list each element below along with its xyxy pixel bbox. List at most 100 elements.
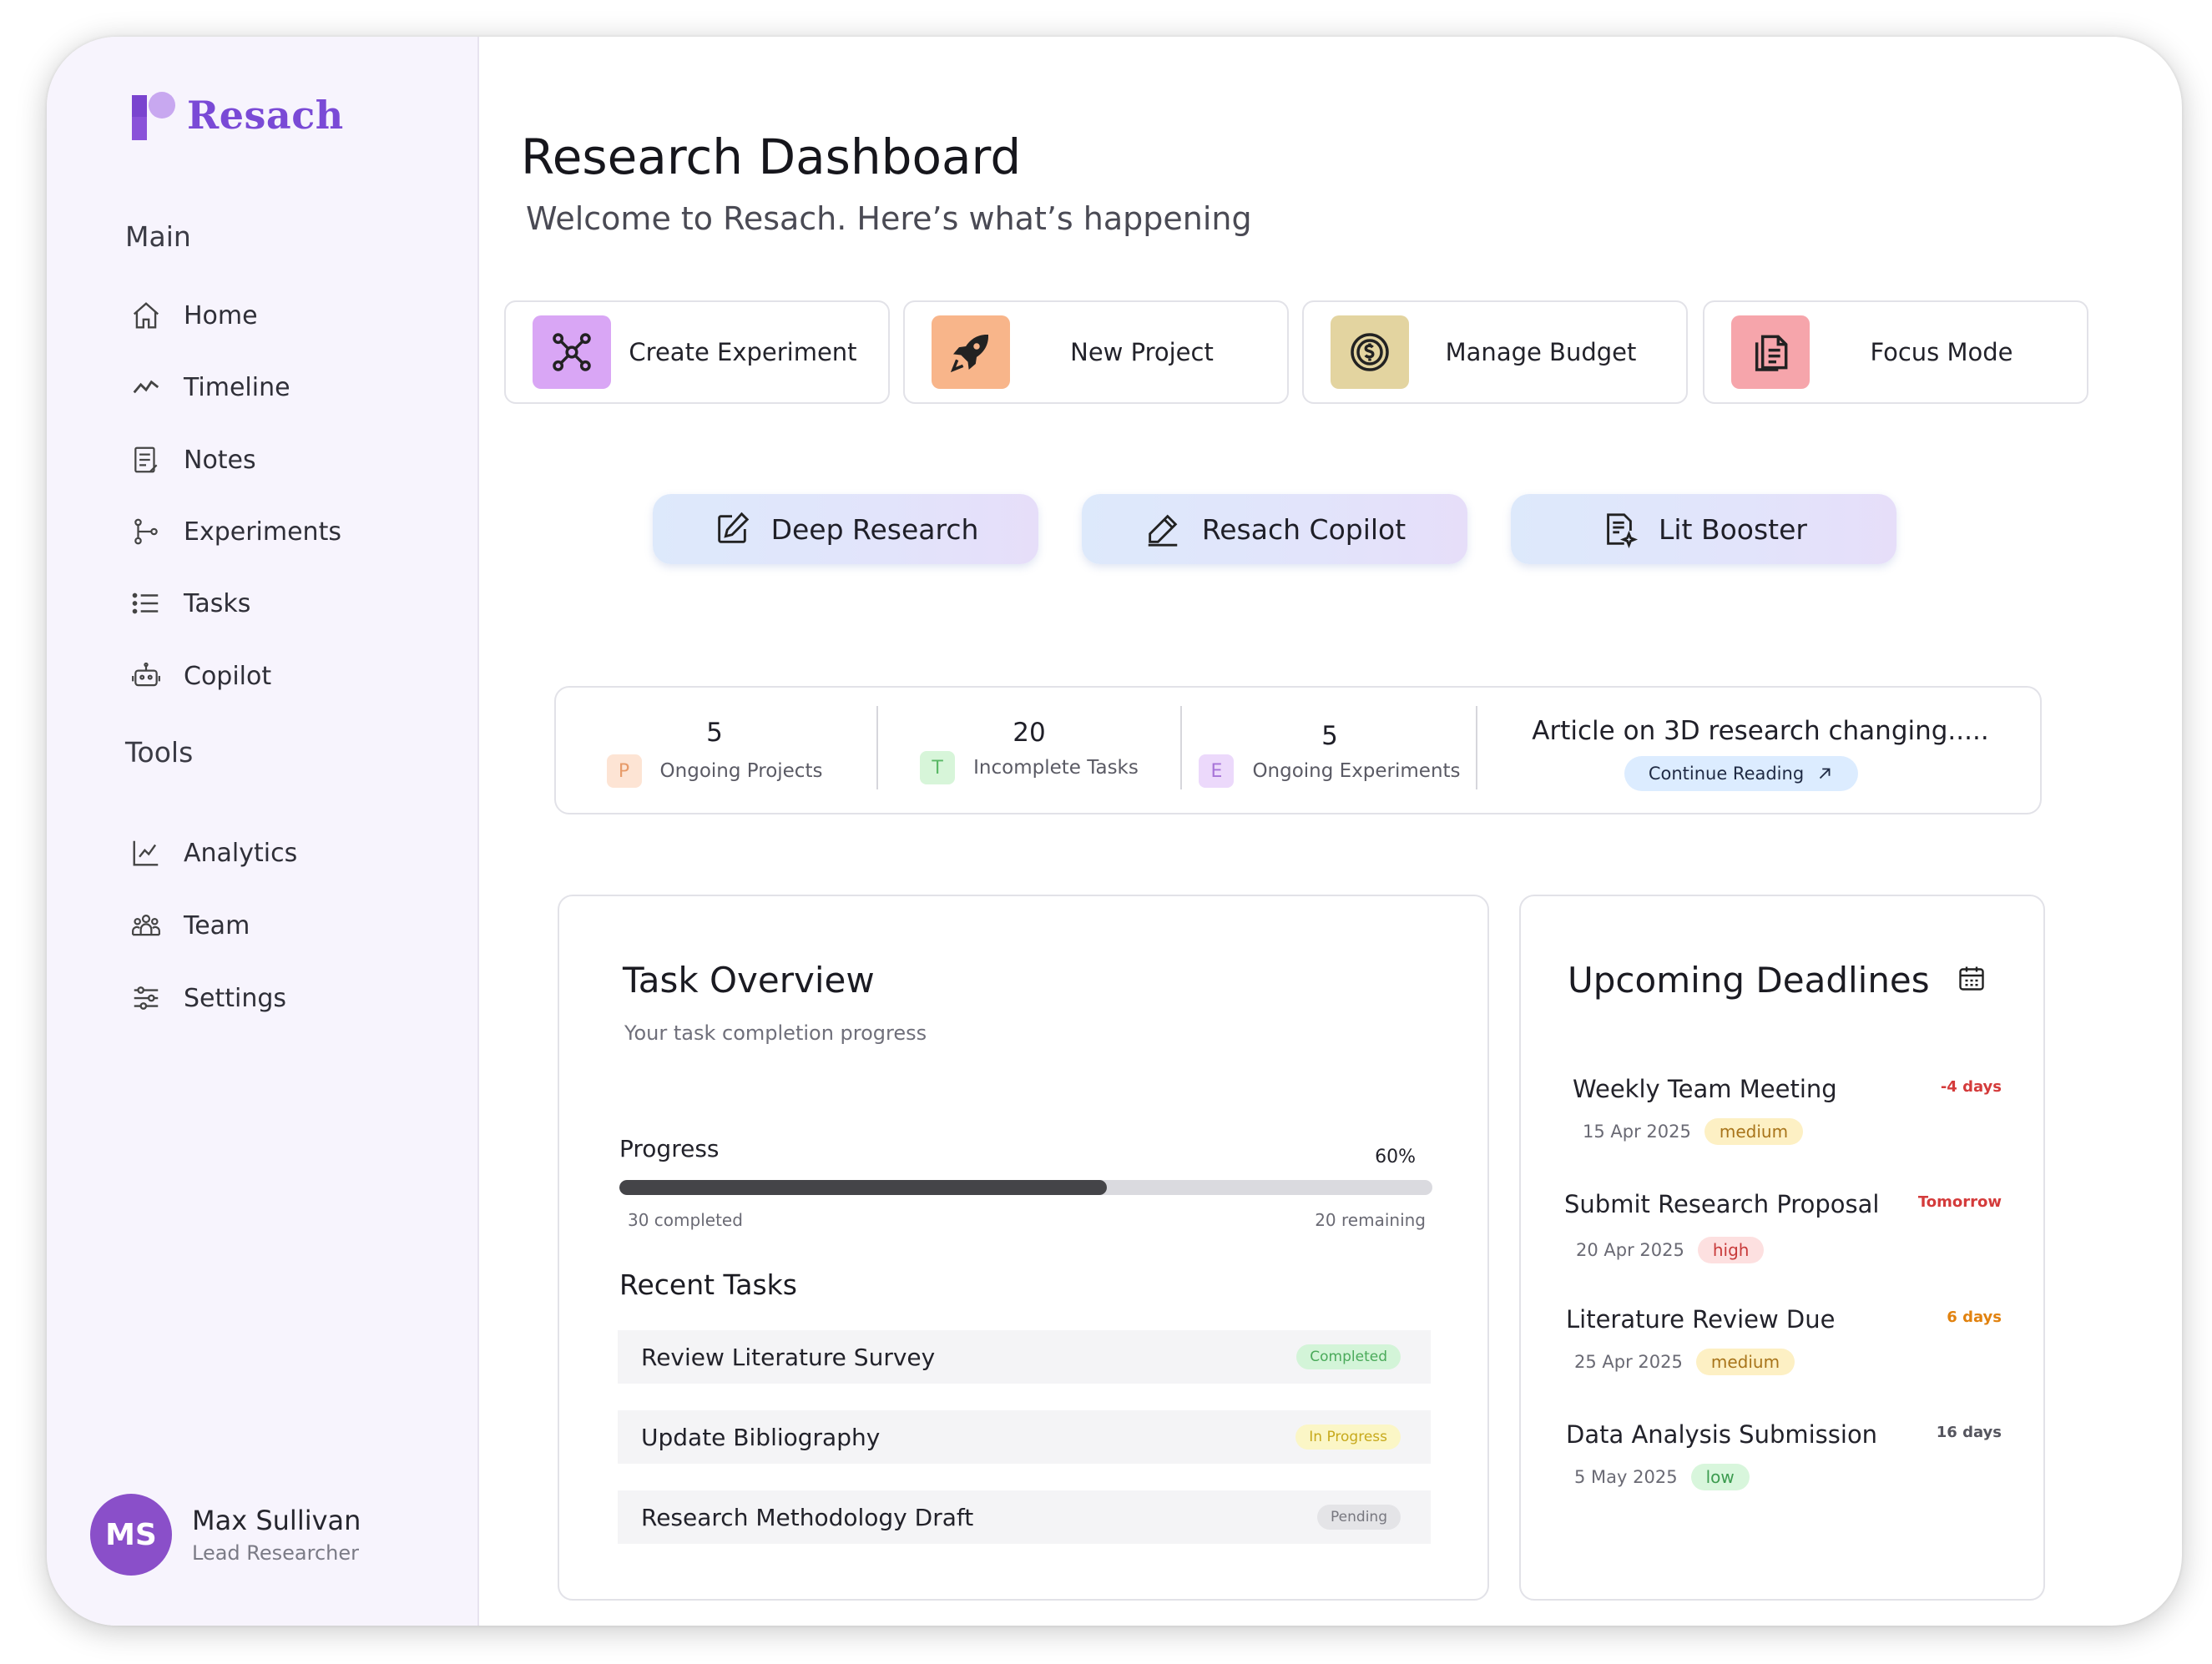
rocket-icon: [932, 315, 1010, 389]
task-name: Review Literature Survey: [641, 1343, 936, 1371]
deadline-date: 25 Apr 2025: [1574, 1352, 1683, 1372]
deadline-name: Literature Review Due: [1566, 1305, 1836, 1334]
stat-label: Ongoing Experiments: [1252, 760, 1461, 782]
page-subtitle: Welcome to Resach. Here’s what’s happeni…: [526, 200, 1252, 237]
manage-budget-button[interactable]: Manage Budget: [1302, 300, 1688, 404]
divider: [1476, 706, 1477, 789]
status-badge: In Progress: [1295, 1424, 1401, 1450]
tool-label: Lit Booster: [1658, 512, 1807, 546]
sidebar-item-experiments[interactable]: Experiments: [129, 508, 341, 555]
deadline-date: 15 Apr 2025: [1583, 1122, 1691, 1142]
sidebar-item-tasks[interactable]: Tasks: [129, 580, 250, 627]
priority-badge: high: [1697, 1237, 1765, 1263]
task-row[interactable]: Research Methodology Draft Pending: [618, 1490, 1431, 1544]
deadline-countdown: Tomorrow: [1917, 1193, 2002, 1211]
deadline-name: Weekly Team Meeting: [1573, 1075, 1837, 1103]
document-icon: [1731, 315, 1810, 389]
avatar: MS: [90, 1494, 172, 1576]
task-row[interactable]: Review Literature Survey Completed: [618, 1330, 1431, 1384]
sidebar-item-copilot[interactable]: Copilot: [129, 653, 271, 699]
notes-icon: [129, 442, 164, 477]
home-icon: [129, 298, 164, 333]
status-badge: Pending: [1317, 1505, 1401, 1530]
sidebar-item-team[interactable]: Team: [129, 902, 250, 949]
trend-icon: [129, 370, 164, 405]
priority-badge: medium: [1704, 1118, 1804, 1145]
brand-logo[interactable]: Resach: [132, 90, 344, 140]
stat-badge: T: [920, 751, 956, 784]
lit-booster-button[interactable]: Lit Booster: [1511, 494, 1896, 564]
deadline-name: Data Analysis Submission: [1566, 1420, 1878, 1449]
progress-bar: [619, 1180, 1432, 1195]
task-name: Update Bibliography: [641, 1423, 881, 1451]
edit-icon: [717, 512, 749, 543]
sidebar-item-label: Team: [184, 910, 250, 940]
sidebar: Resach Main Home Timeline Notes Experi: [47, 37, 479, 1626]
focus-mode-button[interactable]: Focus Mode: [1703, 300, 2088, 404]
stat-experiments[interactable]: 5 E Ongoing Experiments: [1182, 688, 1477, 813]
stat-projects[interactable]: 5 P Ongoing Projects: [556, 688, 873, 813]
stat-tasks[interactable]: 20 T Incomplete Tasks: [878, 688, 1180, 813]
user-profile[interactable]: MS Max Sullivan Lead Researcher: [90, 1494, 361, 1576]
continue-reading-button[interactable]: Continue Reading: [1624, 756, 1858, 791]
tool-label: Resach Copilot: [1201, 512, 1406, 546]
completed-count: 30 completed: [628, 1210, 743, 1230]
stat-badge: P: [606, 754, 642, 788]
sidebar-item-notes[interactable]: Notes: [129, 436, 256, 483]
sidebar-item-settings[interactable]: Settings: [129, 975, 286, 1021]
sidebar-item-timeline[interactable]: Timeline: [129, 364, 290, 411]
recent-tasks-title: Recent Tasks: [619, 1268, 797, 1301]
deadline-countdown: 6 days: [1947, 1309, 2002, 1326]
task-row[interactable]: Update Bibliography In Progress: [618, 1410, 1431, 1464]
tool-label: Deep Research: [770, 512, 979, 546]
task-name: Research Methodology Draft: [641, 1503, 974, 1531]
deadlines-title: Upcoming Deadlines: [1568, 960, 1930, 1001]
divider: [1180, 706, 1182, 789]
pen-icon: [1148, 514, 1178, 547]
user-role: Lead Researcher: [192, 1541, 360, 1565]
deadline-date: 5 May 2025: [1574, 1467, 1678, 1487]
progress-fill: [619, 1180, 1108, 1195]
calendar-icon[interactable]: [1957, 963, 1987, 993]
chart-icon: [129, 835, 164, 870]
status-badge: Completed: [1296, 1344, 1401, 1369]
sidebar-item-label: Analytics: [184, 838, 298, 868]
molecule-icon: [533, 315, 611, 389]
deadline-date: 20 Apr 2025: [1576, 1240, 1684, 1260]
progress-label: Progress: [619, 1135, 720, 1162]
page-title: Research Dashboard: [521, 129, 1022, 185]
sidebar-item-label: Notes: [184, 445, 256, 475]
progress-percent: 60%: [1375, 1147, 1416, 1167]
stat-label: Ongoing Projects: [659, 760, 823, 782]
sidebar-item-label: Home: [184, 300, 258, 330]
sidebar-item-label: Timeline: [184, 372, 290, 402]
sliders-icon: [129, 981, 164, 1016]
remaining-count: 20 remaining: [1315, 1210, 1426, 1230]
priority-badge: low: [1690, 1464, 1750, 1490]
sidebar-item-label: Tasks: [184, 588, 251, 618]
new-project-button[interactable]: New Project: [903, 300, 1289, 404]
budget-icon: [1331, 315, 1409, 389]
quick-action-label: Focus Mode: [1870, 338, 2013, 366]
sidebar-item-label: Settings: [184, 983, 287, 1013]
deadline-name: Submit Research Proposal: [1564, 1190, 1880, 1218]
team-icon: [129, 908, 164, 943]
sidebar-item-label: Experiments: [184, 517, 341, 547]
logo-icon: [132, 92, 175, 140]
deadline-countdown: -4 days: [1940, 1078, 2002, 1096]
deadline-countdown: 16 days: [1936, 1424, 2002, 1441]
stat-value: 5: [706, 718, 723, 748]
deadlines-panel: Upcoming Deadlines Weekly Team Meeting -…: [1519, 895, 2045, 1601]
create-experiment-button[interactable]: Create Experiment: [504, 300, 890, 404]
stat-badge: E: [1199, 754, 1235, 788]
deep-research-button[interactable]: Deep Research: [653, 494, 1038, 564]
sidebar-item-label: Copilot: [184, 661, 272, 691]
quick-action-label: Manage Budget: [1445, 338, 1637, 366]
branch-icon: [129, 514, 164, 549]
featured-article: Article on 3D research changing..... Con…: [1477, 688, 2043, 813]
sidebar-item-analytics[interactable]: Analytics: [129, 829, 297, 876]
stat-value: 20: [1013, 718, 1046, 748]
sidebar-item-home[interactable]: Home: [129, 292, 258, 339]
article-title[interactable]: Article on 3D research changing.....: [1532, 716, 1989, 746]
resach-copilot-button[interactable]: Resach Copilot: [1082, 494, 1467, 564]
